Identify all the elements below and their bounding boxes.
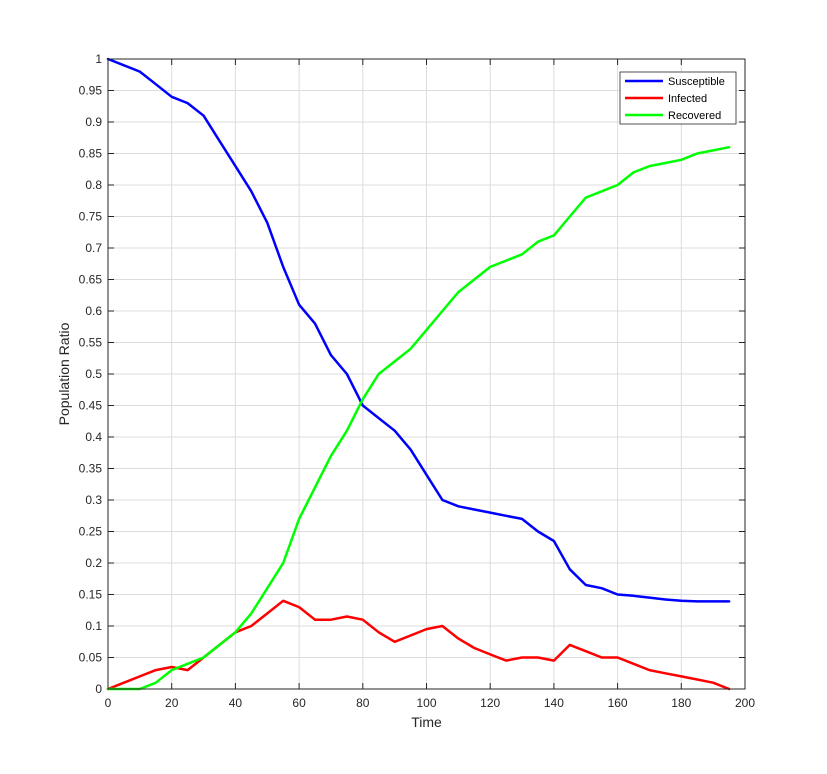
x-tick-label: 80 [356,696,370,710]
y-tick-label: 0.5 [85,367,102,381]
legend-label-susceptible: Susceptible [668,76,725,88]
x-tick-label: 40 [229,696,243,710]
y-tick-label: 0.55 [79,336,103,350]
y-tick-label: 0.1 [85,619,102,633]
y-tick-label: 0.7 [85,241,102,255]
y-tick-label: 0.8 [85,178,102,192]
series-lines [106,57,731,691]
x-tick-label: 140 [544,696,564,710]
x-tick-label: 160 [608,696,628,710]
x-tick-label: 20 [165,696,179,710]
legend-label-infected: Infected [668,93,707,105]
tick-labels: 0 20 40 60 80 100 120 140 160 180 200 0 0.05 0.1 0.15 0… [79,52,756,710]
y-tick-label: 0.65 [79,273,103,287]
x-tick-label: 180 [671,696,691,710]
x-tick-label: 0 [105,696,112,710]
y-tick-label: 0.9 [85,115,102,129]
legend: Susceptible Infected Recovered [619,71,737,125]
y-tick-label: 0.95 [79,84,103,98]
y-tick-label: 0.2 [85,556,102,570]
y-tick-label: 0.85 [79,147,103,161]
x-tick-label: 200 [735,696,755,710]
x-tick-label: 60 [292,696,306,710]
y-tick-label: 0.3 [85,493,102,507]
x-tick-label: 120 [480,696,500,710]
y-tick-label: 0.45 [79,399,103,413]
y-tick-label: 1 [95,52,102,66]
y-tick-label: 0.6 [85,304,102,318]
x-axis-label: Time [411,714,442,730]
legend-label-recovered: Recovered [668,110,721,122]
y-tick-label: 0.4 [85,430,102,444]
x-tick-label: 100 [416,696,436,710]
y-tick-label: 0.15 [79,588,103,602]
y-tick-label: 0.35 [79,462,103,476]
series-line-susceptible [106,57,731,603]
y-tick-label: 0.05 [79,651,103,665]
y-tick-label: 0 [95,682,102,696]
plot-frame [107,58,746,690]
y-tick-label: 0.75 [79,210,103,224]
grid-lines [107,58,746,690]
y-axis-label: Population Ratio [56,322,72,425]
y-tick-label: 0.25 [79,525,103,539]
series-line-recovered [106,145,731,691]
